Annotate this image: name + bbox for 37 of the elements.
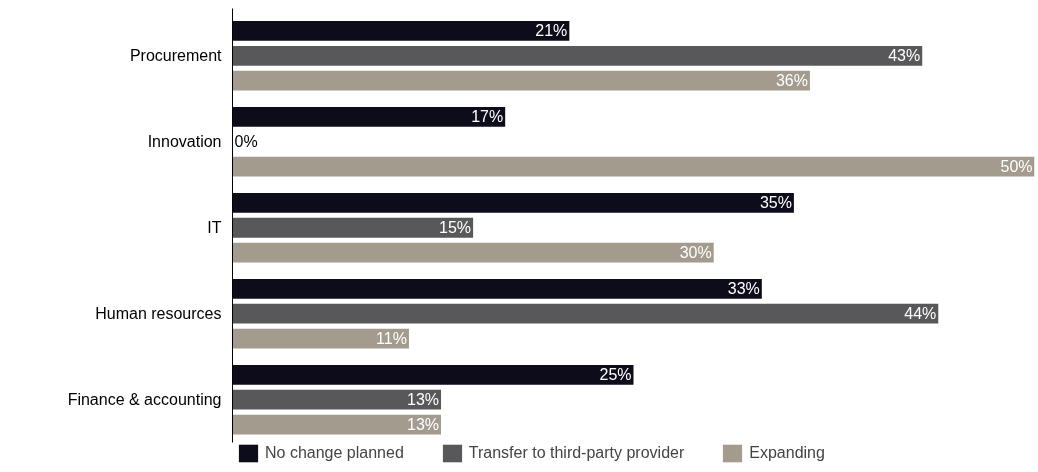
bar — [232, 242, 714, 263]
bar — [232, 20, 570, 41]
bar — [232, 217, 474, 238]
data-label: 13% — [407, 391, 440, 409]
y-tick-label: Finance & accounting — [67, 391, 222, 409]
data-label: 25% — [599, 366, 632, 384]
y-tick-label: IT — [207, 219, 222, 237]
bar — [232, 70, 810, 91]
y-tick-label: Human resources — [95, 305, 222, 323]
data-label: 36% — [775, 72, 808, 90]
bar — [232, 45, 923, 66]
y-tick-label: Procurement — [129, 47, 223, 65]
legend-label: No change planned — [265, 444, 404, 462]
legend-label: Transfer to third-party provider — [468, 444, 685, 462]
bar — [232, 328, 409, 349]
bar — [232, 156, 1035, 177]
bar — [232, 364, 634, 385]
data-label: 11% — [376, 330, 407, 348]
data-label: 30% — [679, 244, 712, 262]
data-label: 21% — [535, 22, 568, 40]
data-label: 15% — [439, 219, 472, 237]
bar — [232, 414, 442, 435]
data-label: 35% — [759, 194, 792, 212]
data-label: 17% — [471, 108, 504, 126]
bar — [232, 389, 442, 410]
data-label: 44% — [904, 305, 937, 323]
data-label: 33% — [727, 280, 760, 298]
data-label: 50% — [1000, 158, 1033, 176]
data-label: 43% — [888, 47, 921, 65]
legend-label: Expanding — [749, 444, 825, 462]
y-tick-label: Innovation — [147, 133, 222, 151]
data-label: 0% — [234, 133, 258, 151]
bar — [232, 192, 794, 213]
bar — [232, 106, 506, 127]
bar — [232, 303, 939, 324]
data-label: 13% — [407, 416, 440, 434]
bar — [232, 278, 762, 299]
